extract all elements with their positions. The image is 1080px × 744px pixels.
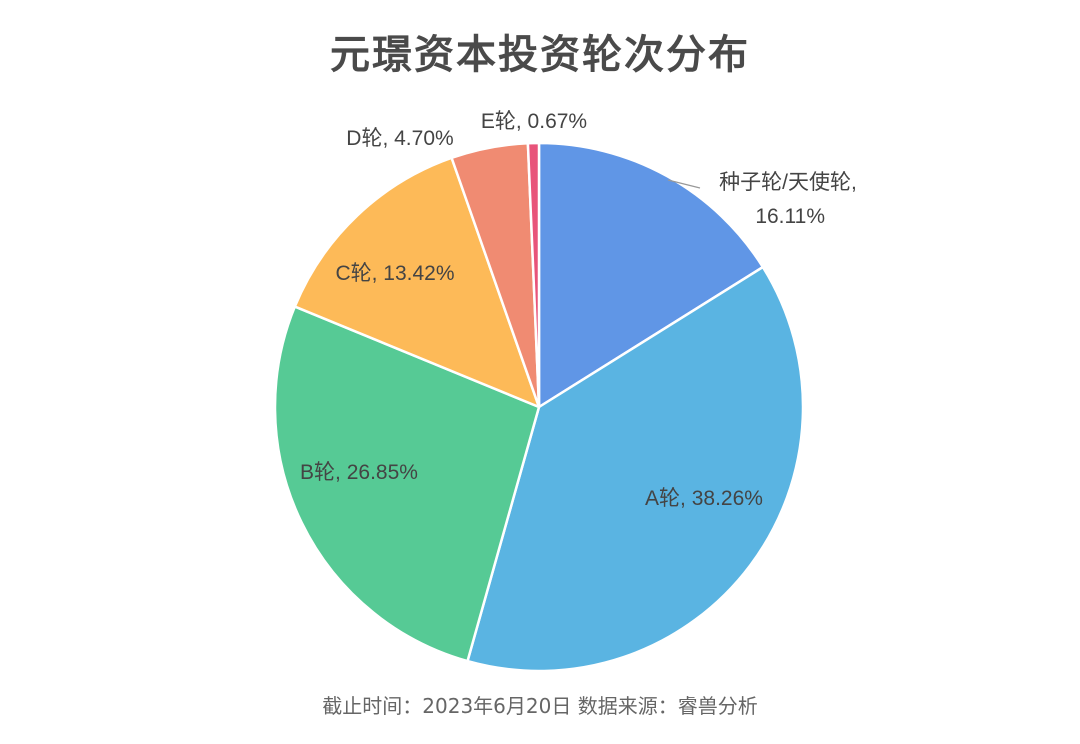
slice-data-label: 种子轮/天使轮, bbox=[719, 171, 857, 194]
pie-slice bbox=[526, 141, 541, 409]
slice-data-label: E轮, 0.67% bbox=[481, 110, 587, 133]
label-leader-line bbox=[667, 179, 701, 189]
slice-data-label: 16.11% bbox=[755, 205, 825, 228]
slice-data-label: C轮, 13.42% bbox=[335, 262, 454, 285]
pie-labels: 种子轮/天使轮, 16.11% A轮, 38.26% B轮, 26.85% C轮, 13… bbox=[300, 110, 857, 510]
pie-slices bbox=[273, 141, 805, 673]
chart-title: 元璟资本投资轮次分布 bbox=[330, 32, 750, 78]
pie-slice bbox=[537, 141, 765, 409]
slice-data-label: A轮, 38.26% bbox=[645, 487, 763, 510]
pie-slice bbox=[293, 156, 541, 409]
pie-slice bbox=[273, 305, 541, 663]
source-footer: 截止时间：2023年6月20日 数据来源：睿兽分析 bbox=[322, 694, 758, 718]
pie-slice bbox=[466, 265, 805, 673]
slice-data-label: D轮, 4.70% bbox=[346, 127, 453, 150]
slice-data-label: B轮, 26.85% bbox=[300, 461, 418, 484]
